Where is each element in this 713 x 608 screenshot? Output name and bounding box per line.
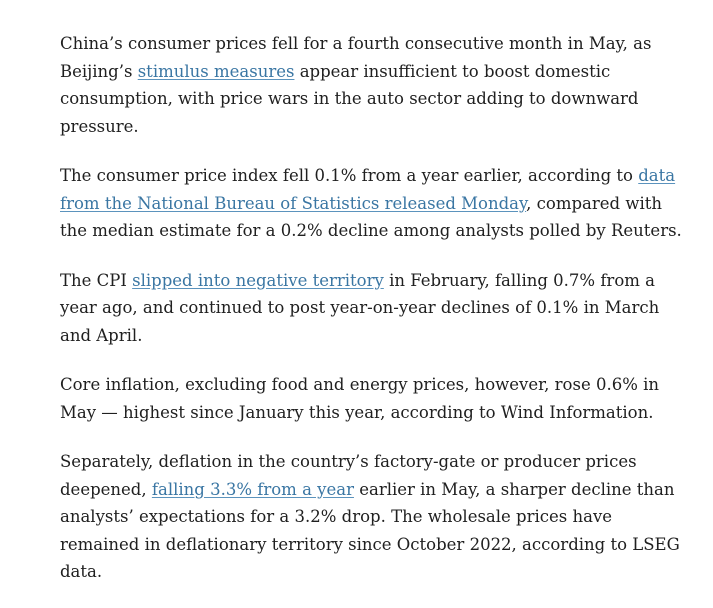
article-body: China’s consumer prices fell for a fourt… (60, 30, 690, 608)
link-negative-territory[interactable]: slipped into negative territory (132, 270, 384, 290)
paragraph-text: The CPI (60, 270, 133, 290)
link-nbs-data[interactable]: data from the National Bureau of Statist… (60, 166, 676, 213)
paragraph-cpi-fourth-month: China’s consumer prices fell for a fourt… (60, 30, 690, 140)
paragraph-text: Separately, deflation in the country’s f… (60, 452, 637, 499)
link-stimulus-measures[interactable]: stimulus measures (137, 61, 295, 81)
paragraph-text: China’s consumer prices fell for a fourt… (60, 34, 652, 81)
link-falling-ppi[interactable]: falling 3.3% from a year (151, 479, 354, 499)
paragraph-text: The consumer price index fell 0.1% from … (60, 166, 639, 185)
paragraph-text: Core inflation, excluding food and energ… (60, 375, 660, 422)
paragraph-producer-prices: Separately, deflation in the country’s f… (60, 448, 690, 586)
paragraph-core-inflation: Core inflation, excluding food and energ… (60, 371, 690, 426)
paragraph-cpi-negative: The CPI slipped into negative territory … (60, 267, 690, 350)
paragraph-cpi-index: The consumer price index fell 0.1% from … (60, 162, 690, 245)
paragraph-text: , compared with the median estimate for … (60, 193, 682, 241)
paragraph-text: appear insufficient to boost domestic co… (60, 61, 639, 136)
paragraph-text: in February, falling 0.7% from a year ag… (60, 270, 660, 345)
